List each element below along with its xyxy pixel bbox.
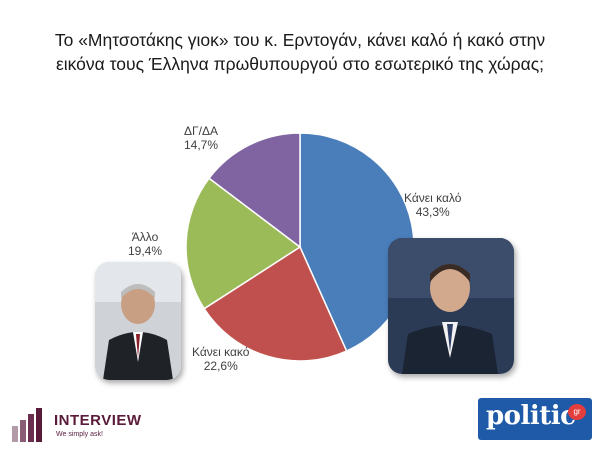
slice-percent: 43,3%: [415, 205, 450, 219]
interview-bars-icon: [12, 408, 42, 442]
pie-slice-allo: [185, 177, 302, 310]
slice-label-allo: Άλλο 19,4%: [128, 230, 162, 258]
slice-name: ΔΓ/ΔΑ: [184, 124, 218, 138]
chart-title: Το «Μητσοτάκης γιοκ» του κ. Ερντογάν, κά…: [0, 28, 600, 76]
politic-logo-suffix: gr: [568, 404, 586, 420]
slice-percent: 19,4%: [128, 244, 163, 258]
right-portrait-photo: [388, 238, 514, 374]
interview-logo-tagline: We simply ask!: [56, 431, 103, 438]
politic-logo-word: politic: [486, 401, 576, 431]
chart-title-line-2: εικόνα τους Έλληνα πρωθυπουργού στο εσωτ…: [55, 54, 545, 74]
chart-title-line-1: Το «Μητσοτάκης γιοκ» του κ. Ερντογάν, κά…: [54, 30, 546, 50]
pie-slice-dg-da: [207, 132, 301, 249]
slice-percent: 14,7%: [184, 138, 219, 152]
slice-name: Κάνει κακό: [192, 345, 250, 359]
slice-label-dg-da: ΔΓ/ΔΑ 14,7%: [184, 124, 218, 152]
politic-logo: politic gr: [478, 398, 592, 440]
pie-slice-kanei-kako: [203, 245, 348, 362]
slice-percent: 22,6%: [203, 359, 238, 373]
slice-name: Κάνει καλό: [404, 191, 462, 205]
interview-logo: INTERVIEW We simply ask!: [10, 406, 160, 446]
pie-slice-kanei-kalo: [299, 132, 415, 353]
slice-label-kanei-kako: Κάνει κακό 22,6%: [192, 345, 249, 373]
interview-logo-word: INTERVIEW: [54, 412, 142, 429]
left-portrait-photo: [95, 262, 181, 380]
slice-name: Άλλο: [131, 230, 159, 244]
slice-label-kanei-kalo: Κάνει καλό 43,3%: [404, 191, 461, 219]
